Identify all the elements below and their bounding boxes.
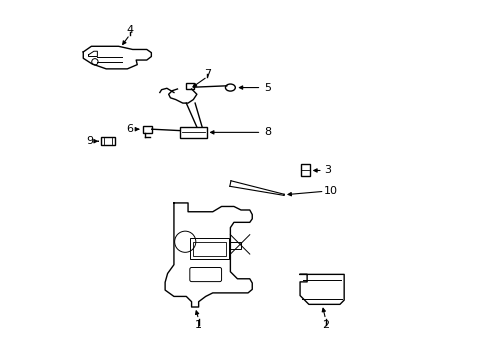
Text: 5: 5 <box>264 82 270 93</box>
Bar <box>192 242 225 256</box>
Text: 2: 2 <box>322 320 328 330</box>
Bar <box>142 126 151 133</box>
Text: 1: 1 <box>195 320 202 330</box>
Bar <box>101 137 114 145</box>
Text: 7: 7 <box>203 69 211 79</box>
Bar <box>300 165 309 176</box>
Bar <box>189 238 228 259</box>
Bar <box>185 83 194 89</box>
Text: 10: 10 <box>323 186 337 196</box>
Text: 9: 9 <box>86 136 93 146</box>
Text: 6: 6 <box>126 124 133 134</box>
Bar <box>180 127 206 138</box>
Text: 8: 8 <box>264 127 270 138</box>
Bar <box>228 242 241 249</box>
Text: 3: 3 <box>323 166 330 175</box>
Text: 4: 4 <box>126 25 133 35</box>
